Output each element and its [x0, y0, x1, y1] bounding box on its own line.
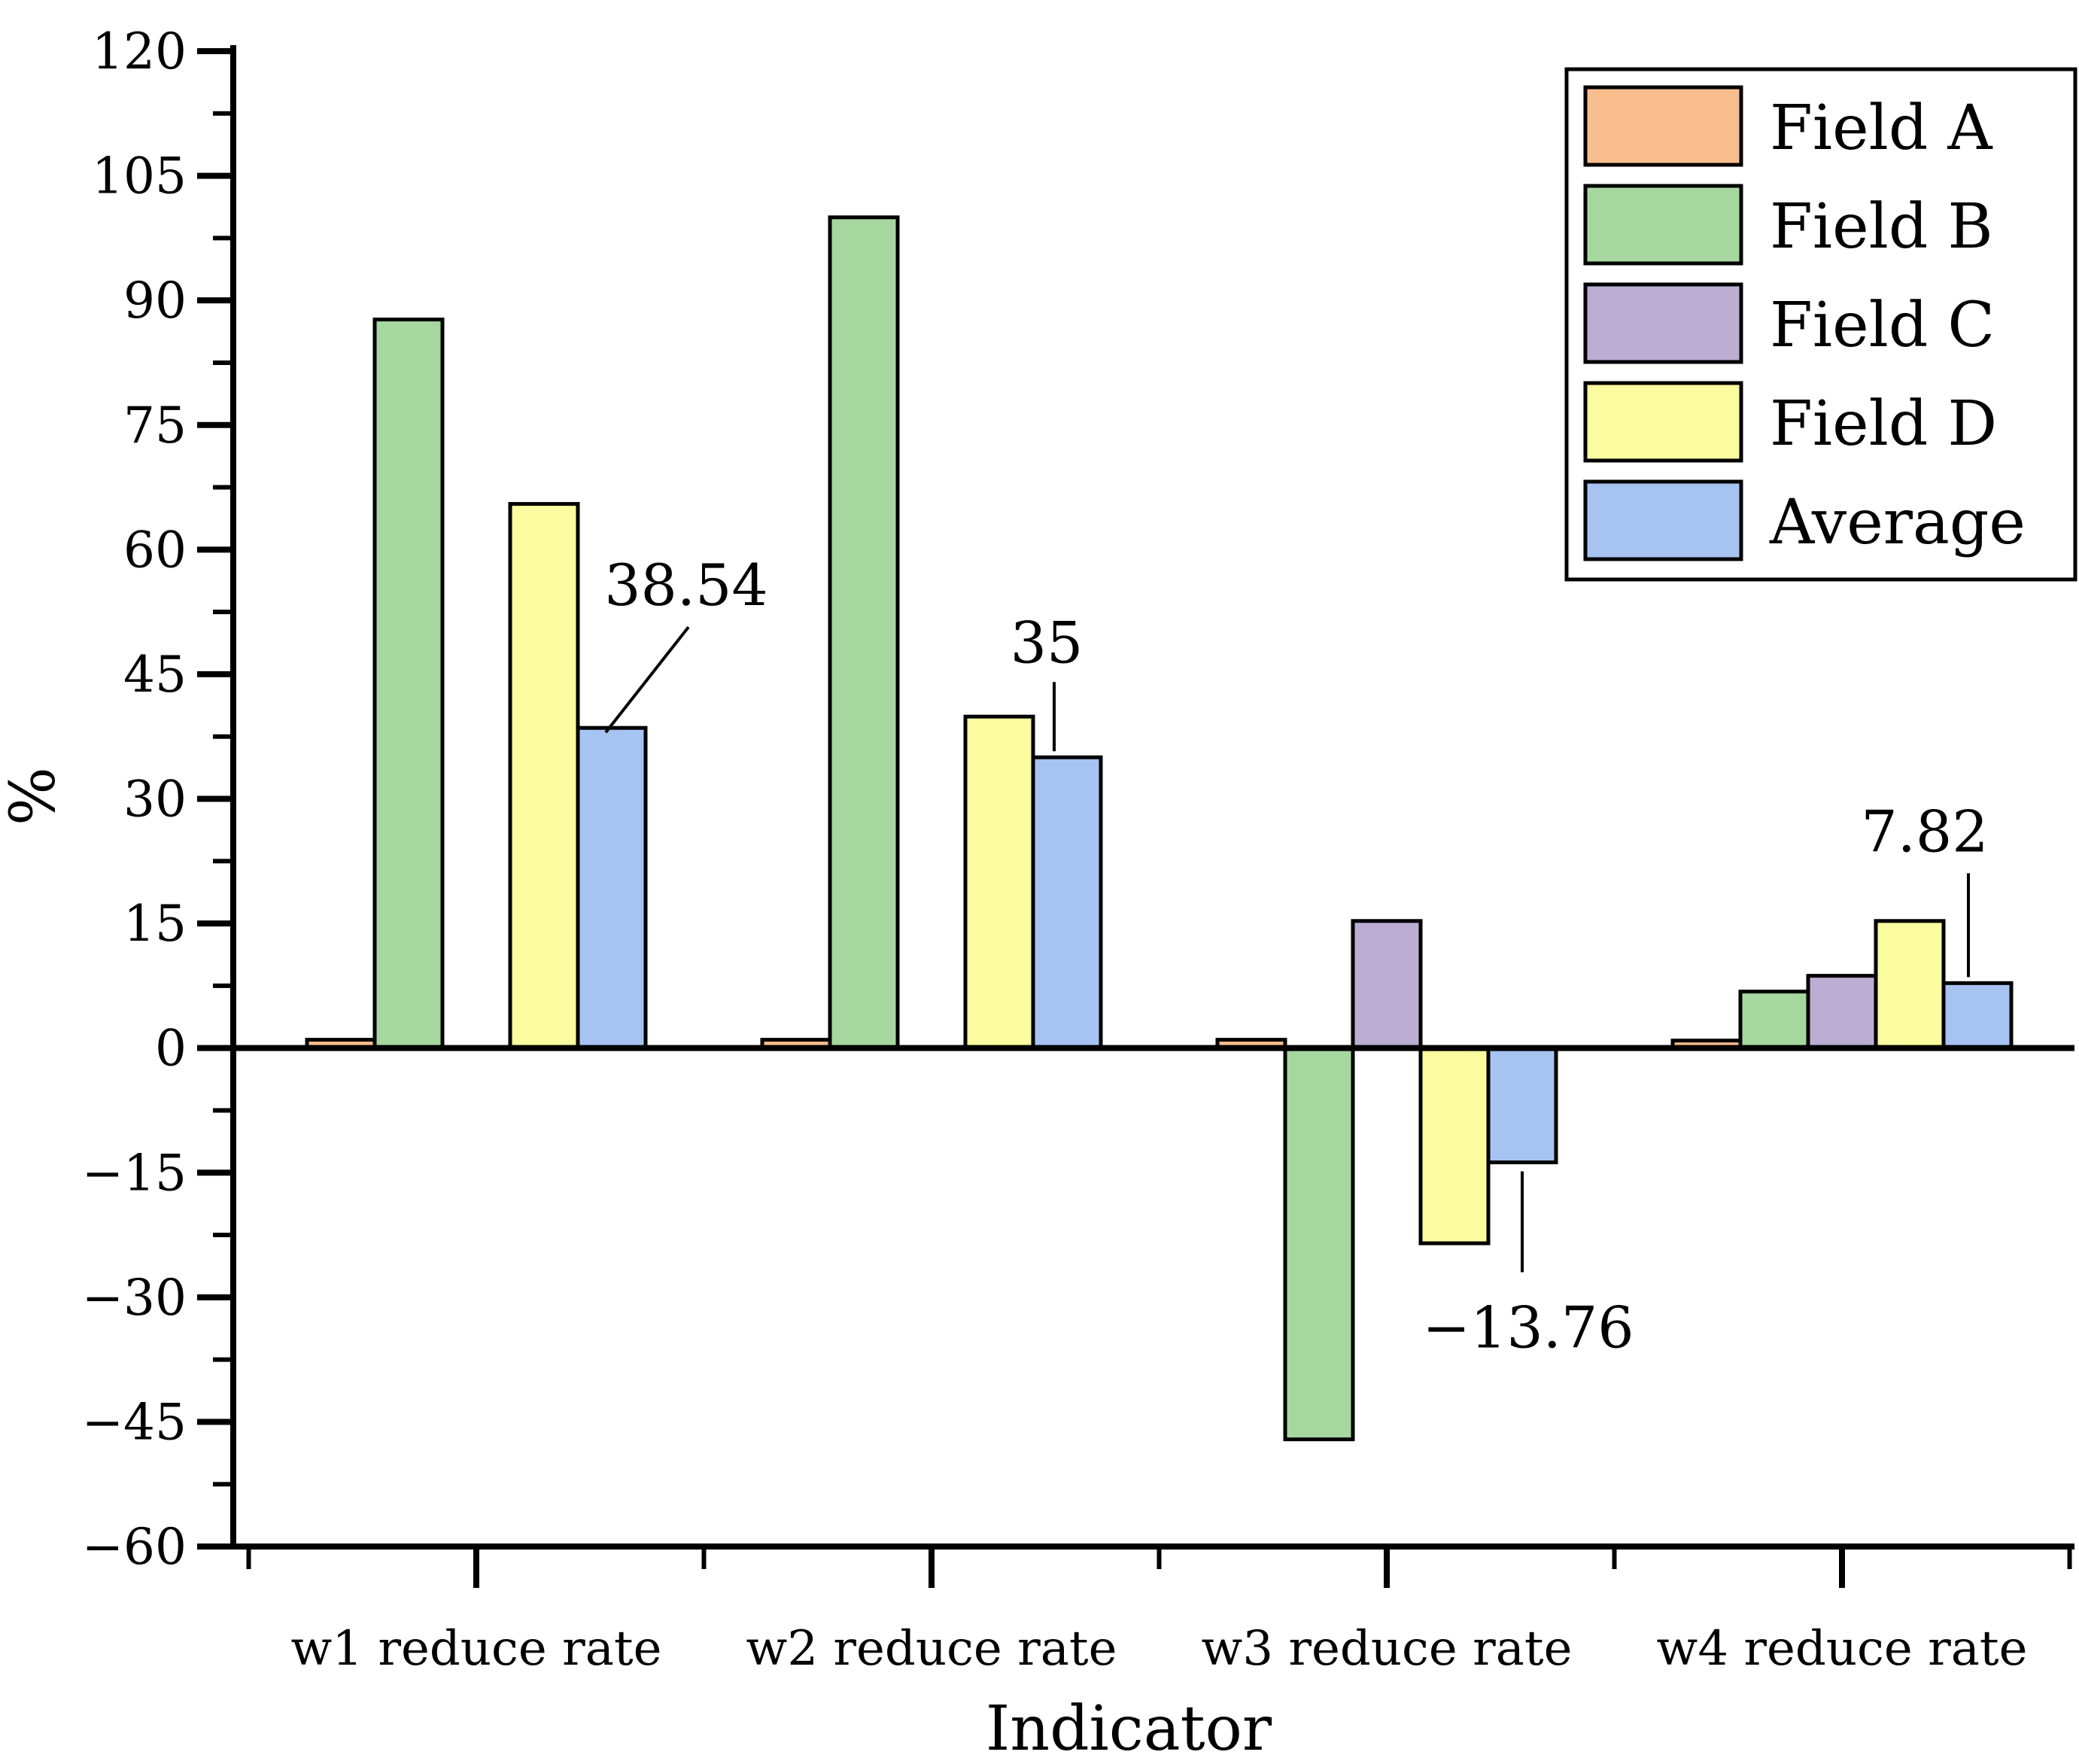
y-tick-label: 15 [123, 895, 187, 953]
legend-swatch-field-b [1583, 184, 1743, 266]
y-tick-label: 90 [123, 272, 187, 330]
legend-item: Field B [1583, 184, 1993, 266]
y-tick-label: 75 [123, 397, 187, 455]
bar-field-b-group3 [1283, 1046, 1355, 1442]
y-tick-label: 30 [123, 771, 187, 829]
x-axis-title: Indicator [986, 1693, 1272, 1764]
legend-label-field-a: Field A [1770, 93, 1993, 164]
y-tick-label: 60 [123, 521, 187, 579]
bar-field-c-group3 [1351, 919, 1423, 1051]
annotation-value: 7.82 [1861, 798, 1988, 865]
y-tick-label: 0 [155, 1020, 187, 1078]
x-tick-label: w3 reduce rate [1202, 1621, 1573, 1677]
x-tick-label: w1 reduce rate [291, 1621, 662, 1677]
bar-field-b-group1 [372, 318, 445, 1051]
legend-label-field-c: Field C [1770, 290, 1995, 361]
y-tick-label: 45 [123, 646, 187, 704]
annotation-value: −13.76 [1422, 1294, 1634, 1361]
bar-average-group2 [1031, 755, 1103, 1051]
legend-swatch-field-c [1583, 282, 1743, 364]
legend-swatch-field-d [1583, 381, 1743, 463]
legend-item: Average [1583, 479, 2026, 561]
legend-item: Field A [1583, 85, 1993, 167]
tick-labels-layer: 120 105 90 75 60 45 30 15 0 −15 −30 −45 −60 w1 reduce… [82, 23, 2028, 1677]
legend-swatch-average [1583, 479, 1743, 561]
legend-label-field-d: Field D [1770, 388, 1997, 460]
bar-field-b-group2 [828, 215, 900, 1051]
y-tick-label: −60 [82, 1518, 187, 1576]
bar-field-d-group2 [963, 714, 1035, 1051]
y-tick-label: −30 [82, 1269, 187, 1327]
annotation-value: 35 [1011, 609, 1084, 676]
annotation-leader-line [604, 625, 690, 734]
bar-field-d-group4 [1874, 919, 1946, 1051]
legend-label-average: Average [1769, 487, 2026, 558]
bar-average-group4 [1941, 981, 2014, 1051]
bar-field-d-group3 [1418, 1046, 1491, 1245]
y-tick-label: −45 [82, 1393, 187, 1451]
bar-average-group1 [576, 725, 648, 1051]
x-tick-label: w2 reduce rate [746, 1621, 1117, 1677]
bar-average-group3 [1486, 1046, 1558, 1165]
legend-item: Field D [1583, 381, 1997, 463]
y-tick-label: −15 [82, 1144, 187, 1202]
bar-field-c-group4 [1806, 974, 1878, 1051]
bar-field-b-group4 [1738, 990, 1810, 1051]
annotation-value: 38.54 [604, 552, 768, 619]
axes-layer [197, 45, 2074, 1588]
y-axis-title: % [0, 767, 69, 826]
legend-label-field-b: Field B [1770, 191, 1993, 263]
bar-field-d-group1 [508, 502, 580, 1051]
x-tick-label: w4 reduce rate [1657, 1621, 2028, 1677]
legend: Field A Field B Field C Field D Average [1564, 67, 2077, 582]
y-tick-label: 120 [92, 23, 187, 81]
annotations-layer: 38.54 35 −13.76 7.82 [604, 552, 1988, 1361]
legend-item: Field C [1583, 282, 1995, 364]
y-tick-label: 105 [92, 148, 187, 205]
legend-swatch-field-a [1583, 85, 1743, 167]
bars-layer [305, 215, 2014, 1442]
